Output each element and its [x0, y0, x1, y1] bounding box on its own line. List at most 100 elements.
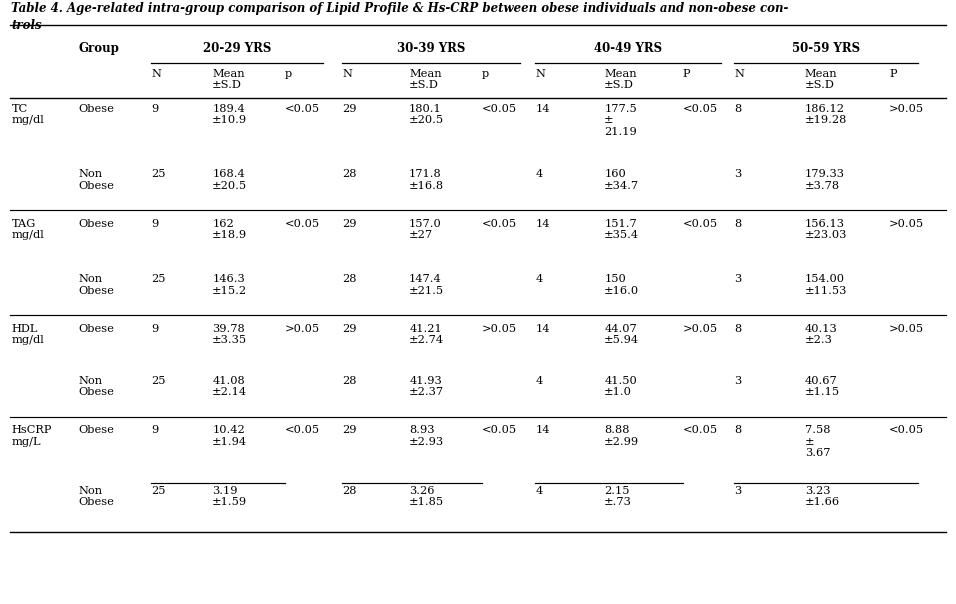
- Text: 10.42
±1.94: 10.42 ±1.94: [212, 425, 248, 447]
- Text: 28: 28: [342, 274, 357, 284]
- Text: Obese: Obese: [78, 324, 115, 334]
- Text: <0.05: <0.05: [482, 219, 517, 229]
- Text: 8: 8: [734, 219, 742, 229]
- Text: 41.21
±2.74: 41.21 ±2.74: [409, 324, 445, 345]
- Text: Mean
±S.D: Mean ±S.D: [409, 69, 442, 91]
- Text: <0.05: <0.05: [482, 425, 517, 435]
- Text: Non
Obese: Non Obese: [78, 169, 115, 191]
- Text: 50-59 YRS: 50-59 YRS: [792, 42, 860, 56]
- Text: 28: 28: [342, 486, 357, 496]
- Text: 20-29 YRS: 20-29 YRS: [203, 42, 272, 56]
- Text: 28: 28: [342, 376, 357, 386]
- Text: <0.05: <0.05: [285, 425, 320, 435]
- Text: TAG
mg/dl: TAG mg/dl: [11, 219, 44, 240]
- Text: 168.4
±20.5: 168.4 ±20.5: [212, 169, 248, 191]
- Text: Mean
±S.D: Mean ±S.D: [604, 69, 637, 91]
- Text: 40.67
±1.15: 40.67 ±1.15: [805, 376, 840, 397]
- Text: 179.33
±3.78: 179.33 ±3.78: [805, 169, 845, 191]
- Text: Obese: Obese: [78, 219, 115, 229]
- Text: >0.05: >0.05: [482, 324, 517, 334]
- Text: 147.4
±21.5: 147.4 ±21.5: [409, 274, 445, 296]
- Text: 8.93
±2.93: 8.93 ±2.93: [409, 425, 445, 447]
- Text: HsCRP
mg/L: HsCRP mg/L: [11, 425, 52, 447]
- Text: 154.00
±11.53: 154.00 ±11.53: [805, 274, 847, 296]
- Text: 3: 3: [734, 274, 742, 284]
- Text: 8: 8: [734, 104, 742, 114]
- Text: 156.13
±23.03: 156.13 ±23.03: [805, 219, 847, 240]
- Text: 9: 9: [151, 104, 159, 114]
- Text: 39.78
±3.35: 39.78 ±3.35: [212, 324, 248, 345]
- Text: 28: 28: [342, 169, 357, 179]
- Text: 151.7
±35.4: 151.7 ±35.4: [604, 219, 640, 240]
- Text: Non
Obese: Non Obese: [78, 376, 115, 397]
- Text: 41.50
±1.0: 41.50 ±1.0: [604, 376, 637, 397]
- Text: TC
mg/dl: TC mg/dl: [11, 104, 44, 126]
- Text: 9: 9: [151, 324, 159, 334]
- Text: <0.05: <0.05: [683, 104, 718, 114]
- Text: >0.05: >0.05: [889, 104, 924, 114]
- Text: N: N: [342, 69, 352, 79]
- Text: 3: 3: [734, 486, 742, 496]
- Text: 25: 25: [151, 169, 165, 179]
- Text: 3.19
±1.59: 3.19 ±1.59: [212, 486, 248, 507]
- Text: >0.05: >0.05: [889, 324, 924, 334]
- Text: 150
±16.0: 150 ±16.0: [604, 274, 640, 296]
- Text: p: p: [482, 69, 489, 79]
- Text: 40-49 YRS: 40-49 YRS: [594, 42, 663, 56]
- Text: N: N: [151, 69, 161, 79]
- Text: >0.05: >0.05: [285, 324, 320, 334]
- Text: Mean
±S.D: Mean ±S.D: [212, 69, 245, 91]
- Text: 29: 29: [342, 104, 357, 114]
- Text: 2.15
±.73: 2.15 ±.73: [604, 486, 632, 507]
- Text: >0.05: >0.05: [889, 219, 924, 229]
- Text: <0.05: <0.05: [889, 425, 924, 435]
- Text: Obese: Obese: [78, 425, 115, 435]
- Text: Obese: Obese: [78, 104, 115, 114]
- Text: 8: 8: [734, 425, 742, 435]
- Text: <0.05: <0.05: [683, 219, 718, 229]
- Text: 7.58
±
3.67: 7.58 ± 3.67: [805, 425, 831, 458]
- Text: 4: 4: [535, 169, 543, 179]
- Text: 177.5
±
21.19: 177.5 ± 21.19: [604, 104, 637, 137]
- Text: trols: trols: [11, 19, 42, 33]
- Text: <0.05: <0.05: [285, 219, 320, 229]
- Text: 14: 14: [535, 104, 550, 114]
- Text: <0.05: <0.05: [285, 104, 320, 114]
- Text: 14: 14: [535, 324, 550, 334]
- Text: 44.07
±5.94: 44.07 ±5.94: [604, 324, 640, 345]
- Text: 171.8
±16.8: 171.8 ±16.8: [409, 169, 445, 191]
- Text: P: P: [683, 69, 690, 79]
- Text: p: p: [285, 69, 293, 79]
- Text: 3: 3: [734, 376, 742, 386]
- Text: <0.05: <0.05: [683, 425, 718, 435]
- Text: 186.12
±19.28: 186.12 ±19.28: [805, 104, 847, 126]
- Text: 29: 29: [342, 425, 357, 435]
- Text: N: N: [535, 69, 545, 79]
- Text: 25: 25: [151, 486, 165, 496]
- Text: 180.1
±20.5: 180.1 ±20.5: [409, 104, 445, 126]
- Text: Table 4. Age-related intra-group comparison of Lipid Profile & Hs-CRP between ob: Table 4. Age-related intra-group compari…: [11, 2, 789, 16]
- Text: <0.05: <0.05: [482, 104, 517, 114]
- Text: 162
±18.9: 162 ±18.9: [212, 219, 248, 240]
- Text: 25: 25: [151, 274, 165, 284]
- Text: 157.0
±27: 157.0 ±27: [409, 219, 442, 240]
- Text: 146.3
±15.2: 146.3 ±15.2: [212, 274, 248, 296]
- Text: Non
Obese: Non Obese: [78, 274, 115, 296]
- Text: HDL
mg/dl: HDL mg/dl: [11, 324, 44, 345]
- Text: 14: 14: [535, 219, 550, 229]
- Text: 3.23
±1.66: 3.23 ±1.66: [805, 486, 840, 507]
- Text: >0.05: >0.05: [683, 324, 718, 334]
- Text: Non
Obese: Non Obese: [78, 486, 115, 507]
- Text: 29: 29: [342, 219, 357, 229]
- Text: 41.93
±2.37: 41.93 ±2.37: [409, 376, 445, 397]
- Text: 3: 3: [734, 169, 742, 179]
- Text: 9: 9: [151, 425, 159, 435]
- Text: 40.13
±2.3: 40.13 ±2.3: [805, 324, 837, 345]
- Text: 14: 14: [535, 425, 550, 435]
- Text: 4: 4: [535, 274, 543, 284]
- Text: P: P: [889, 69, 897, 79]
- Text: 8: 8: [734, 324, 742, 334]
- Text: 41.08
±2.14: 41.08 ±2.14: [212, 376, 248, 397]
- Text: Group: Group: [78, 42, 120, 56]
- Text: 8.88
±2.99: 8.88 ±2.99: [604, 425, 640, 447]
